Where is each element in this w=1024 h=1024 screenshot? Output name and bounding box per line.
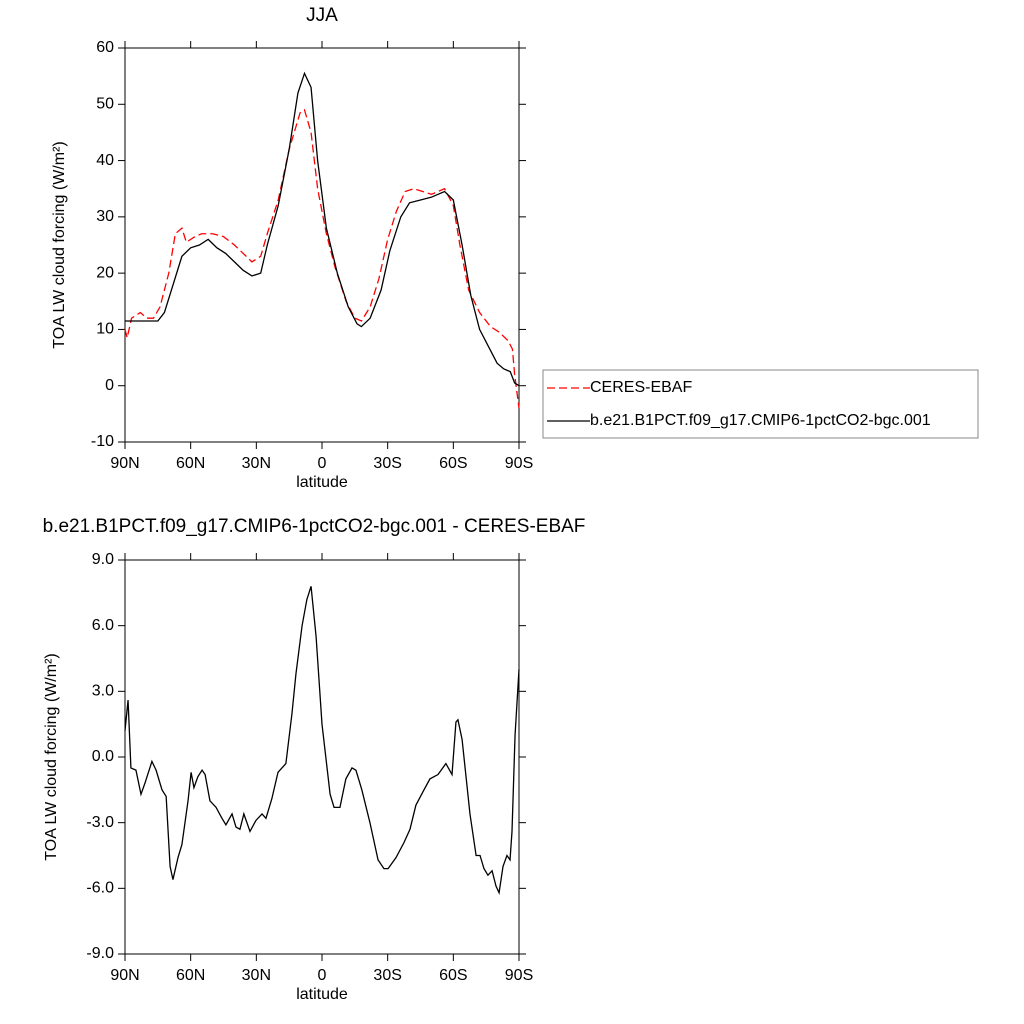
y-tick-label: 0.0 [92,748,114,765]
y-tick-label: 3.0 [92,683,114,700]
x-tick-label: 30N [242,455,271,472]
legend-label: CERES-EBAF [590,379,692,396]
chart-title: b.e21.B1PCT.f09_g17.CMIP6-1pctCO2-bgc.00… [43,516,586,537]
data-line [124,586,520,895]
x-tick-label: 90N [110,455,139,472]
x-tick-label: 30S [373,967,401,984]
x-tick-label: 0 [318,967,327,984]
y-tick-label: 6.0 [92,617,114,634]
y-tick-label: 40 [96,152,114,169]
y-tick-label: -10 [91,433,114,450]
x-tick-label: 30N [242,967,271,984]
x-tick-label: 60S [439,455,467,472]
y-tick-label: 60 [96,39,114,56]
x-tick-label: 90N [110,967,139,984]
data-line [124,108,520,409]
x-tick-label: 60N [176,967,205,984]
x-tick-label: 90S [505,455,533,472]
x-tick-label: 0 [318,455,327,472]
y-tick-label: 30 [96,208,114,225]
x-tick-label: 60S [439,967,467,984]
y-tick-label: 10 [96,321,114,338]
x-axis-label: latitude [296,986,348,1003]
y-tick-label: 50 [96,96,114,113]
plot-frame [124,559,520,955]
y-tick-label: -9.0 [86,945,114,962]
data-line [125,71,520,387]
y-tick-label: 0 [105,377,114,394]
y-tick-label: -6.0 [86,880,114,897]
chart-title: JJA [306,5,338,26]
y-axis-label: TOA LW cloud forcing (W/m²) [51,141,68,348]
x-axis-label: latitude [296,474,348,491]
y-axis-label: TOA LW cloud forcing (W/m²) [43,653,60,860]
y-tick-label: -3.0 [86,814,114,831]
legend-box [542,369,979,439]
y-tick-label: 20 [96,264,114,281]
x-tick-label: 60N [176,455,205,472]
x-tick-label: 90S [505,967,533,984]
x-tick-label: 30S [373,455,401,472]
legend-label: b.e21.B1PCT.f09_g17.CMIP6-1pctCO2-bgc.00… [590,412,931,429]
y-tick-label: 9.0 [92,551,114,568]
